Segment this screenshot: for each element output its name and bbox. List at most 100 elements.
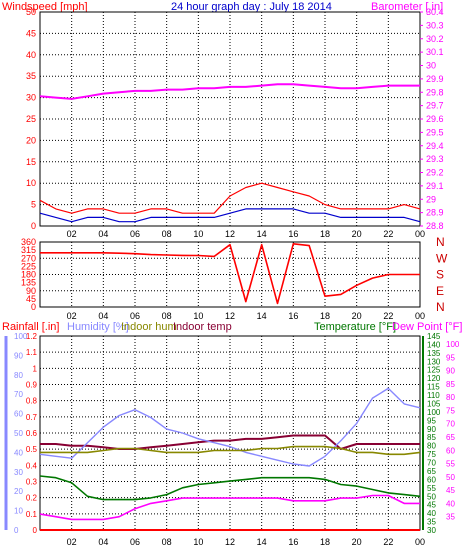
direction-tick-label: 45 — [26, 294, 36, 304]
baro-tick-label: 29.7 — [426, 101, 444, 111]
baro-tick-label: 30.2 — [426, 34, 444, 44]
x-tick-label: 08 — [162, 229, 172, 239]
rain-tick-label: 1 — [33, 364, 38, 373]
temperature-tick-label: 115 — [427, 383, 440, 392]
direction-tick-label: 0 — [31, 302, 36, 312]
temperature-tick-label: 85 — [427, 433, 436, 442]
baro-tick-label: 30 — [426, 61, 436, 71]
wind-tick-label: 40 — [26, 50, 36, 60]
windspeed-line — [39, 208, 421, 223]
rain-tick-label: 1.1 — [26, 348, 38, 357]
x-tick-label: 08 — [162, 537, 172, 547]
temperature-tick-label: 30 — [427, 526, 436, 535]
humidity-tick-label: 50 — [14, 429, 23, 438]
rain-tick-label: 0.7 — [26, 413, 38, 422]
humidity-tick-label: 40 — [14, 448, 23, 457]
dewpoint-tick-label: 45 — [446, 486, 455, 495]
wind-tick-label: 10 — [26, 178, 36, 188]
rain-tick-label: 0.1 — [26, 510, 38, 519]
x-tick-label: 14 — [257, 229, 267, 239]
baro-tick-label: 29.2 — [426, 168, 444, 178]
baro-tick-label: 29.3 — [426, 154, 444, 164]
direction-tick-label: 90 — [26, 286, 36, 296]
temperature-tick-label: 80 — [427, 442, 436, 451]
baro-tick-label: 29.5 — [426, 127, 444, 137]
temperature-tick-label: 35 — [427, 518, 436, 527]
temperature-tick-label: 110 — [427, 391, 440, 400]
temperature-tick-label: 140 — [427, 340, 441, 349]
baro-tick-label: 29.9 — [426, 74, 444, 84]
temperature-line — [39, 475, 421, 501]
x-tick-label: 18 — [320, 229, 330, 239]
x-tick-label: 12 — [225, 229, 235, 239]
x-tick-label: 22 — [383, 229, 393, 239]
baro-tick-label: 29.6 — [426, 114, 444, 124]
x-tick-label: 06 — [130, 311, 140, 321]
wind-tick-label: 0 — [31, 221, 36, 231]
x-tick-label: 02 — [67, 229, 77, 239]
rain-tick-label: 0 — [33, 526, 38, 535]
indoor-temp-legend: Indoor temp — [173, 321, 232, 333]
dewpoint-tick-label: 90 — [446, 367, 455, 376]
humidity-tick-label: 80 — [14, 371, 23, 380]
x-tick-label: 02 — [67, 311, 77, 321]
temperature-tick-label: 130 — [427, 357, 441, 366]
x-tick-label: 04 — [98, 311, 108, 321]
humidity-tick-label: 20 — [14, 487, 23, 496]
x-tick-label: 08 — [162, 311, 172, 321]
temperature-tick-label: 70 — [427, 459, 436, 468]
rain-tick-label: 0.5 — [26, 445, 38, 454]
dewpoint-tick-label: 65 — [446, 433, 455, 442]
temperature-tick-label: 95 — [427, 416, 436, 425]
gust-line — [39, 182, 421, 214]
x-tick-label: 00 — [415, 537, 425, 547]
temperature-legend: Temperature [°F] — [314, 321, 396, 333]
dewpoint-tick-label: 50 — [446, 473, 455, 482]
x-tick-label: 16 — [288, 229, 298, 239]
direction-tick-label: 315 — [21, 245, 36, 255]
humidity-legend: Humidity [%] — [67, 321, 129, 333]
x-tick-label: 20 — [352, 311, 362, 321]
compass-label: W — [436, 251, 448, 265]
dewpoint-tick-label: 80 — [446, 393, 455, 402]
dewpoint-tick-label: 35 — [446, 513, 455, 522]
wind-tick-label: 15 — [26, 157, 36, 167]
indoor-temp-line — [40, 434, 420, 450]
x-tick-label: 20 — [352, 537, 362, 547]
temperature-tick-label: 105 — [427, 399, 441, 408]
x-tick-label: 16 — [288, 537, 298, 547]
temperature-tick-label: 40 — [427, 509, 436, 518]
dewpoint-tick-label: 85 — [446, 380, 455, 389]
dewpoint-tick-label: 75 — [446, 406, 455, 415]
barometer-axis-label: Barometer [.in] — [371, 1, 443, 13]
direction-tick-label: 270 — [21, 253, 36, 263]
baro-tick-label: 29 — [426, 194, 436, 204]
temperature-tick-label: 60 — [427, 475, 436, 484]
humidity-tick-label: 0 — [14, 526, 19, 535]
graph-title: 24 hour graph day : July 18 2014 — [171, 1, 332, 13]
x-tick-label: 06 — [130, 229, 140, 239]
x-tick-label: 10 — [193, 311, 203, 321]
rain-tick-label: 0.8 — [26, 397, 38, 406]
wind-tick-label: 30 — [26, 93, 36, 103]
temperature-tick-label: 65 — [427, 467, 436, 476]
indoor-hum-line — [40, 445, 421, 456]
humidity-tick-label: 90 — [14, 351, 23, 360]
baro-tick-label: 30.4 — [426, 7, 444, 17]
x-tick-label: 16 — [288, 311, 298, 321]
compass-label: N — [436, 300, 445, 314]
direction-tick-label: 225 — [21, 261, 36, 271]
humidity-tick-label: 10 — [14, 507, 23, 516]
dew-point-line — [39, 494, 420, 521]
baro-tick-label: 29.1 — [426, 181, 444, 191]
temperature-tick-label: 135 — [427, 349, 441, 358]
rain-tick-label: 0.3 — [26, 478, 38, 487]
x-tick-label: 18 — [320, 537, 330, 547]
temperature-tick-label: 145 — [427, 332, 441, 341]
baro-tick-label: 30.3 — [426, 20, 444, 30]
dewpoint-tick-label: 70 — [446, 420, 455, 429]
rain-tick-label: 0.2 — [26, 494, 38, 503]
